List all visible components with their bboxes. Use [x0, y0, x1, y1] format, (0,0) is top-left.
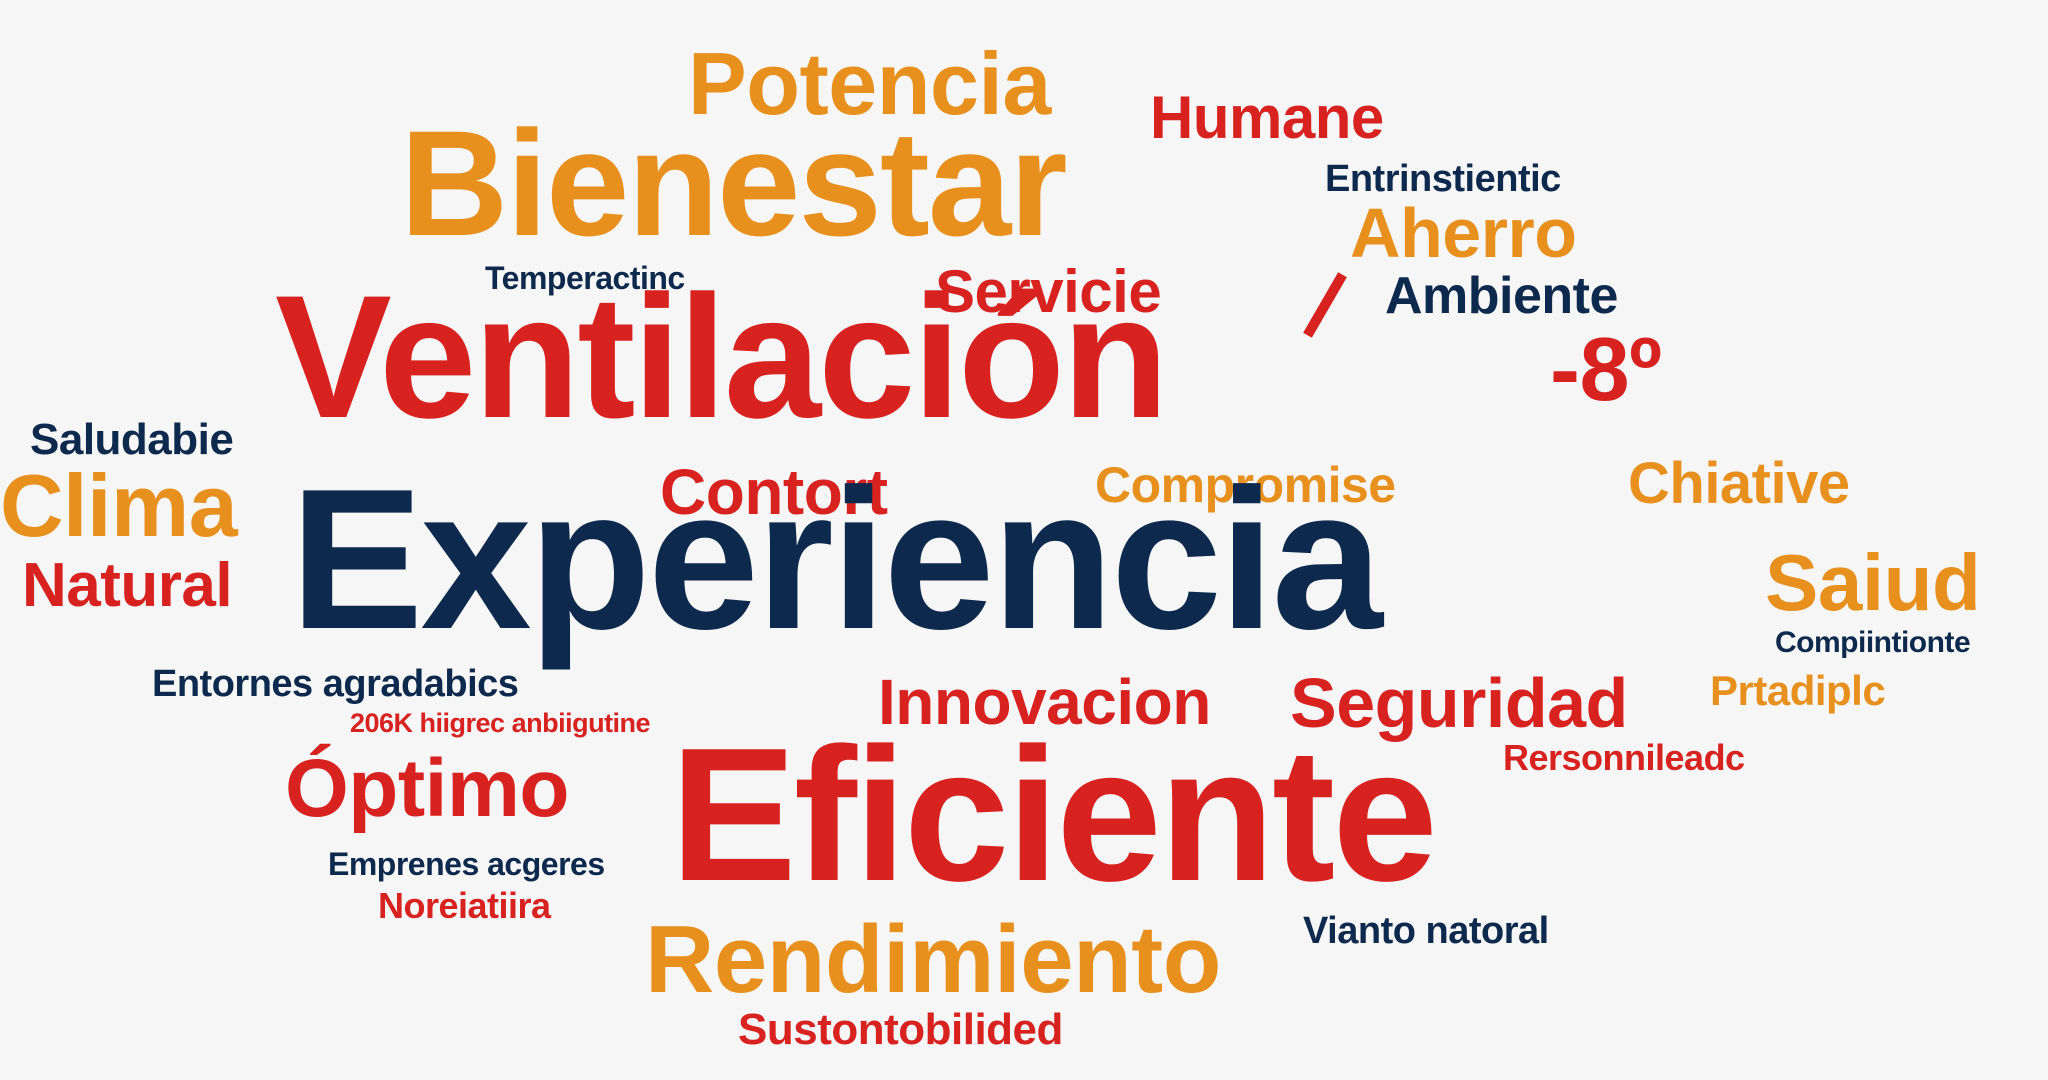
word-ambiente: Ambiente	[1385, 267, 1618, 325]
word-chiative: Chiative	[1628, 451, 1850, 516]
word-humane: Humane	[1150, 84, 1384, 151]
word-eficiente: Eficiente	[670, 709, 1438, 921]
word-rersonnileadc: Rersonnileadc	[1503, 737, 1745, 778]
word-potencia: Potencia	[688, 34, 1051, 133]
word-innovacion: Innovacion	[878, 666, 1211, 738]
word-saiud: Saiud	[1765, 538, 1981, 627]
word-emprenes: Emprenes acgeres	[328, 846, 605, 882]
word-clima: Clima	[0, 456, 238, 555]
word-servicie: Servicie	[935, 258, 1162, 325]
word-optimo: Óptimo	[285, 743, 569, 834]
word-entrinstientic: Entrinstientic	[1325, 158, 1561, 200]
word-viantonatoral: Vianto natoral	[1303, 910, 1549, 952]
word-saludabie: Saludabie	[30, 415, 234, 464]
word-seguridad: Seguridad	[1290, 664, 1628, 742]
word-degrees: -8º	[1550, 320, 1662, 420]
word-experiencia: Experiencia	[290, 448, 1383, 671]
word-compromise: Compromise	[1095, 457, 1396, 513]
word-ventilacion: Ventilación	[275, 260, 1169, 455]
word-aherro: Aherro	[1350, 194, 1577, 272]
word-natural: Natural	[22, 551, 233, 620]
word-entornes: Entornes agradabics	[152, 663, 519, 705]
word-contort: Contort	[660, 456, 888, 528]
word-noreiatiira: Noreiatiira	[378, 885, 551, 926]
word-sustontobilided: Sustontobilided	[738, 1005, 1063, 1054]
word-bienestar: Bienestar	[400, 99, 1068, 267]
word-hiigrec: 206K hiigrec anbiigutine	[350, 708, 651, 738]
word-temperactinc: Temperactinc	[485, 260, 685, 296]
word-prtadiplc: Prtadiplc	[1710, 667, 1886, 714]
word-rendimiento: Rendimiento	[645, 906, 1221, 1013]
word-compiintionte: Compiintionte	[1775, 626, 1971, 659]
slash-mark	[1303, 272, 1347, 338]
